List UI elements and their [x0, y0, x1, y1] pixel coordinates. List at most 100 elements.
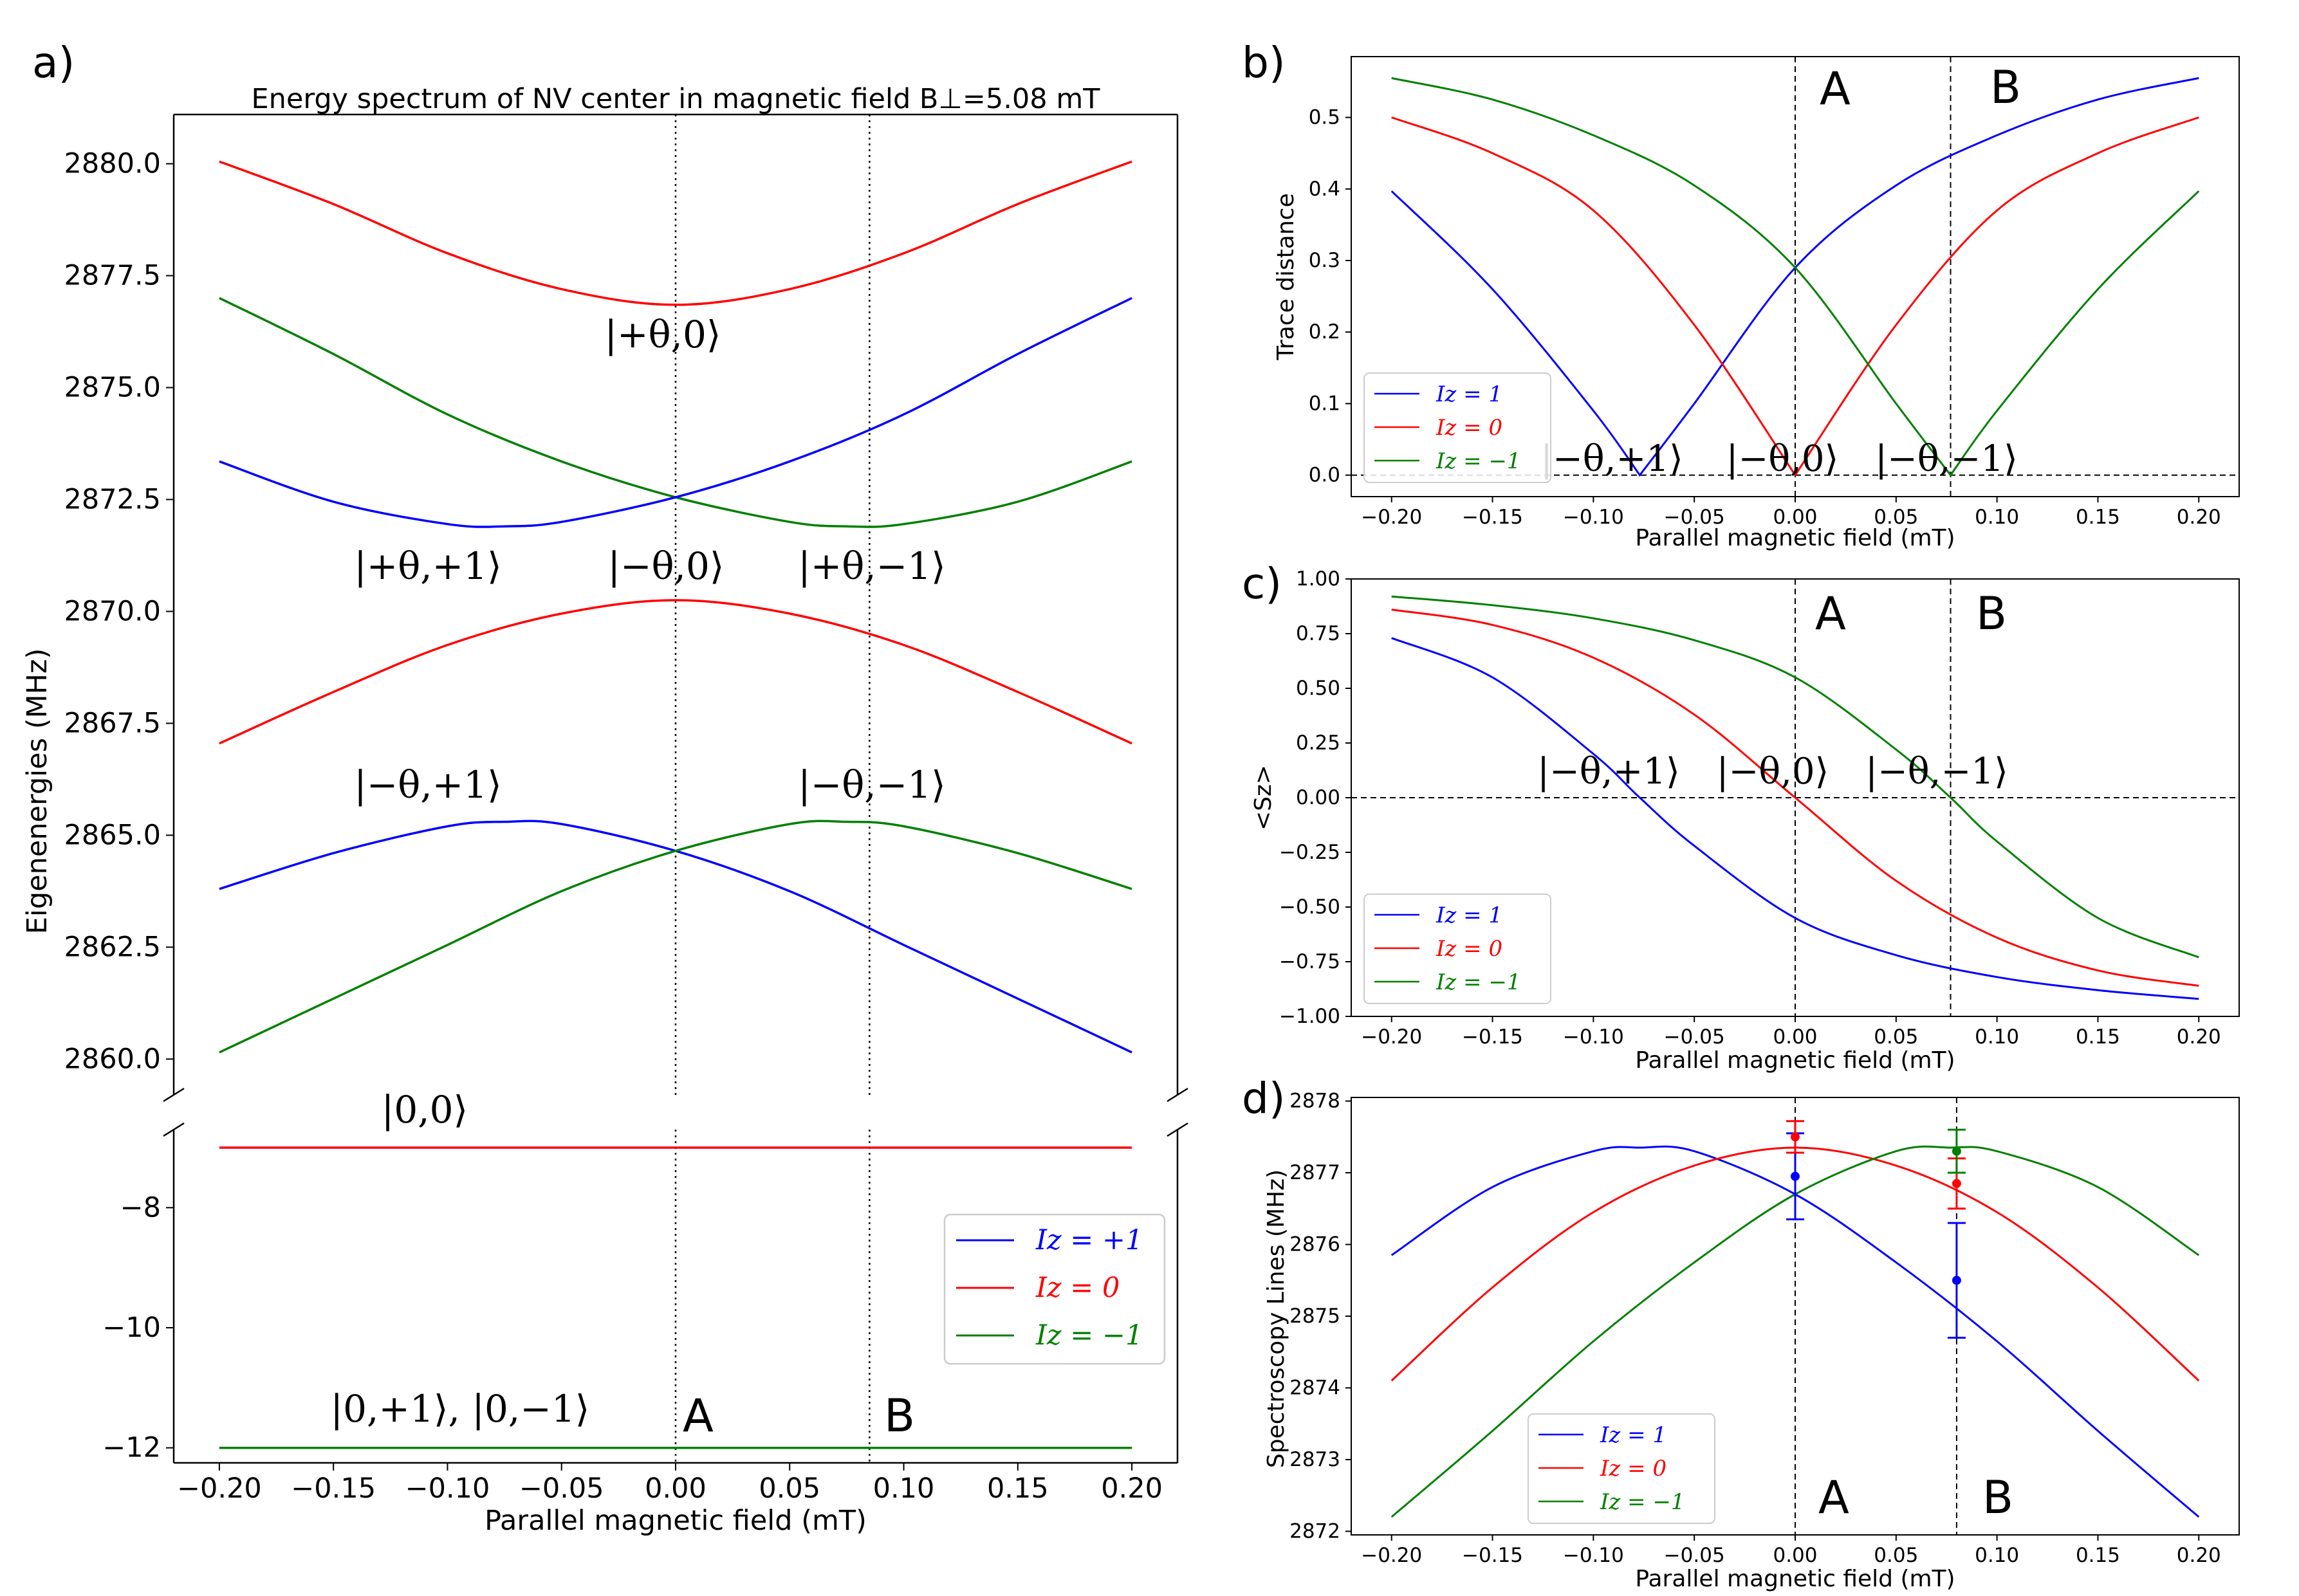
chart-d-xlabel: Parallel magnetic field (mT): [1635, 1566, 1955, 1592]
chart-c-ytick-label-0-75: −0.75: [1279, 950, 1340, 973]
chart-c-series-iz-1: [1391, 595, 2199, 959]
chart-c-ylabel: <Sz>: [1250, 765, 1277, 830]
chart-a-upper-ytick-label-2860-0: 2860.0: [64, 1043, 161, 1075]
chart-c-ytick-label-0-25: −0.25: [1279, 841, 1340, 864]
chart-d-legend: Iz = 1 Iz = 0 Iz = −1: [1528, 1413, 1715, 1524]
chart-a-annotation-minus-theta-plus1: |−θ,+1⟩: [354, 763, 502, 807]
chart-a-xlabel: Parallel magnetic field (mT): [485, 1505, 867, 1537]
chart-b-marker-B: B: [1990, 61, 2021, 114]
chart-a-series-upper-red: [219, 160, 1132, 306]
chart-a-break-mark-upper-right: [1167, 1087, 1188, 1103]
chart-b-annotation-minus-theta-minus1: |−θ,−1⟩: [1875, 438, 2018, 480]
chart-d-xtick-label-0-15: −0.15: [1462, 1544, 1523, 1567]
chart-c-annotation-minus-theta-minus1: |−θ,−1⟩: [1865, 751, 2008, 793]
chart-c-annotation-minus-theta-0: |−θ,0⟩: [1717, 751, 1829, 793]
chart-c-xlabel: Parallel magnetic field (mT): [1635, 1047, 1955, 1074]
chart-b-ytick-label-0-0: 0.0: [1309, 464, 1340, 487]
panel-label-a: a): [32, 38, 75, 87]
chart-a-xtick-label-0-20: 0.20: [1101, 1472, 1163, 1505]
chart-c-ytick-label-0-50: 0.50: [1296, 677, 1340, 700]
chart-b-legend: Iz = 1 Iz = 0 Iz = −1: [1363, 372, 1551, 483]
chart-a-x-ticks: −0.20 −0.15 −0.10 −0.05 0.00 0.05 0.10 0.15 0.20: [177, 1463, 1163, 1505]
chart-b-xtick-label-0-05: 0.05: [1874, 506, 1918, 529]
chart-d-xtick-label-0-10: −0.10: [1563, 1544, 1624, 1567]
chart-c-legend-label-plus1: Iz = 1: [1436, 903, 1502, 928]
chart-a-title: Energy spectrum of NV center in magnetic…: [252, 83, 1101, 115]
chart-b-xtick-label-0-00: 0.00: [1773, 506, 1817, 529]
chart-a-xtick-label-0-10: −0.10: [405, 1472, 490, 1505]
chart-d-reference-lines: [1795, 1097, 1957, 1535]
chart-a: Energy spectrum of NV center in magnetic…: [21, 83, 1188, 1537]
chart-b-ytick-label-0-3: 0.3: [1309, 249, 1340, 272]
chart-b-xtick-label-0-05: −0.05: [1664, 506, 1725, 529]
chart-c-ytick-label-1-00: 1.00: [1296, 567, 1340, 591]
chart-a-upper-ytick-label-2862-5: 2862.5: [64, 931, 161, 963]
chart-c-xtick-label-0-20: 0.20: [2177, 1025, 2221, 1049]
chart-b-ytick-label-0-2: 0.2: [1309, 320, 1340, 344]
chart-c-xtick-label-0-15: −0.15: [1462, 1025, 1523, 1049]
chart-a-series-upper-blue: [219, 297, 1132, 528]
chart-a-break-mark-upper-left: [163, 1087, 185, 1103]
chart-d-ytick-label-2875: 2875: [1289, 1305, 1340, 1328]
chart-b: −0.20 −0.15 −0.10 −0.05 0.00 0.05 0.10 0.15 0.20…: [1273, 56, 2240, 551]
chart-a-annotation-0-0: |0,0⟩: [382, 1088, 468, 1132]
chart-c-annotation-minus-theta-plus1: |−θ,+1⟩: [1537, 751, 1680, 793]
chart-a-xtick-label-0-05: −0.05: [519, 1472, 604, 1505]
chart-d-errorbar-4-point: [1952, 1146, 1961, 1156]
chart-b-series-iz-0: [1391, 116, 2199, 477]
chart-b-legend-box: [1363, 372, 1551, 483]
chart-d-series-iz-1: [1390, 1145, 2200, 1518]
chart-d-legend-label-minus1: Iz = −1: [1600, 1489, 1685, 1515]
chart-c-xtick-label-0-05: 0.05: [1874, 1025, 1918, 1049]
chart-b-annotation-minus-theta-plus1: |−θ,+1⟩: [1540, 438, 1683, 480]
chart-a-upper-ytick-label-2865-0: 2865.0: [64, 819, 161, 851]
chart-a-xtick-label-0-15: 0.15: [987, 1472, 1049, 1505]
chart-d-errorbar-0-point: [1791, 1171, 1800, 1181]
chart-d-ytick-label-2874: 2874: [1289, 1376, 1340, 1399]
chart-d-xtick-label-0-10: 0.10: [1975, 1544, 2019, 1567]
chart-a-upper-ytick-label-2880-0: 2880.0: [64, 148, 161, 180]
chart-b-ticks: −0.20 −0.15 −0.10 −0.05 0.00 0.05 0.10 0.15 0.20…: [1309, 106, 2221, 529]
chart-d-errorbar-1-point: [1791, 1132, 1800, 1142]
chart-d-errorbar-2-point: [1952, 1276, 1961, 1285]
chart-c-ticks: −0.20 −0.15 −0.10 −0.05 0.00 0.05 0.10 0.15 0.20…: [1279, 567, 2221, 1049]
chart-a-annotation-plus-theta-0: |+θ,0⟩: [604, 313, 721, 356]
chart-a-xtick-label-0-05: 0.05: [759, 1472, 820, 1505]
chart-b-xtick-label-0-10: 0.10: [1975, 506, 2019, 529]
chart-c-ytick-label-0-00: 0.00: [1296, 786, 1340, 809]
chart-c-ytick-label-0-25: 0.25: [1296, 731, 1340, 755]
chart-a-xtick-label-0-00: 0.00: [645, 1472, 706, 1505]
chart-d-marker-B: B: [1982, 1471, 2013, 1524]
chart-a-legend-label-minus1: Iz = −1: [1035, 1319, 1143, 1352]
chart-b-xtick-label-0-10: −0.10: [1563, 506, 1624, 529]
chart-a-annotation-minus-theta-0: |−θ,0⟩: [607, 544, 724, 588]
chart-b-ytick-label-0-1: 0.1: [1309, 392, 1340, 415]
chart-b-xtick-label-0-15: −0.15: [1462, 506, 1523, 529]
chart-c-marker-B: B: [1976, 587, 2007, 640]
chart-a-marker-B: B: [884, 1390, 915, 1442]
chart-a-upper-series: [219, 160, 1132, 1054]
chart-b-xtick-label-0-15: 0.15: [2076, 506, 2120, 529]
chart-b-series-iz-1: [1391, 77, 2200, 477]
chart-b-ytick-label-0-5: 0.5: [1309, 106, 1340, 129]
chart-c-ytick-label-0-50: −0.50: [1279, 895, 1340, 919]
chart-d-xtick-label-0-05: −0.05: [1664, 1544, 1725, 1567]
chart-a-annotation-minus-theta-minus1: |−θ,−1⟩: [798, 763, 946, 807]
chart-a-break-mark-lower-right: [1167, 1122, 1188, 1137]
chart-d-legend-box: [1528, 1413, 1715, 1524]
chart-c-xtick-label-0-05: −0.05: [1664, 1025, 1725, 1049]
chart-a-break-mark-lower-left: [163, 1122, 185, 1137]
chart-a-series-upper-green: [219, 297, 1132, 528]
chart-d-errorbars: [1786, 1120, 1966, 1339]
chart-c-ytick-label-0-75: 0.75: [1296, 622, 1340, 645]
chart-d-ytick-label-2872: 2872: [1289, 1519, 1340, 1543]
chart-a-annotation-0-pm1: |0,+1⟩, |0,−1⟩: [331, 1387, 590, 1431]
chart-d-marker-A: A: [1818, 1471, 1849, 1524]
chart-a-lower-y-ticks: −8 −10 −12: [102, 1191, 174, 1464]
chart-c-legend-label-minus1: Iz = −1: [1436, 969, 1521, 995]
chart-c: −0.20 −0.15 −0.10 −0.05 0.00 0.05 0.10 0.15 0.20…: [1250, 567, 2240, 1074]
chart-c-xtick-label-0-20: −0.20: [1361, 1025, 1422, 1049]
chart-b-series-iz-1: [1390, 77, 2199, 477]
chart-d-xtick-label-0-20: 0.20: [2177, 1544, 2221, 1567]
chart-a-xtick-label-0-20: −0.20: [177, 1472, 262, 1505]
